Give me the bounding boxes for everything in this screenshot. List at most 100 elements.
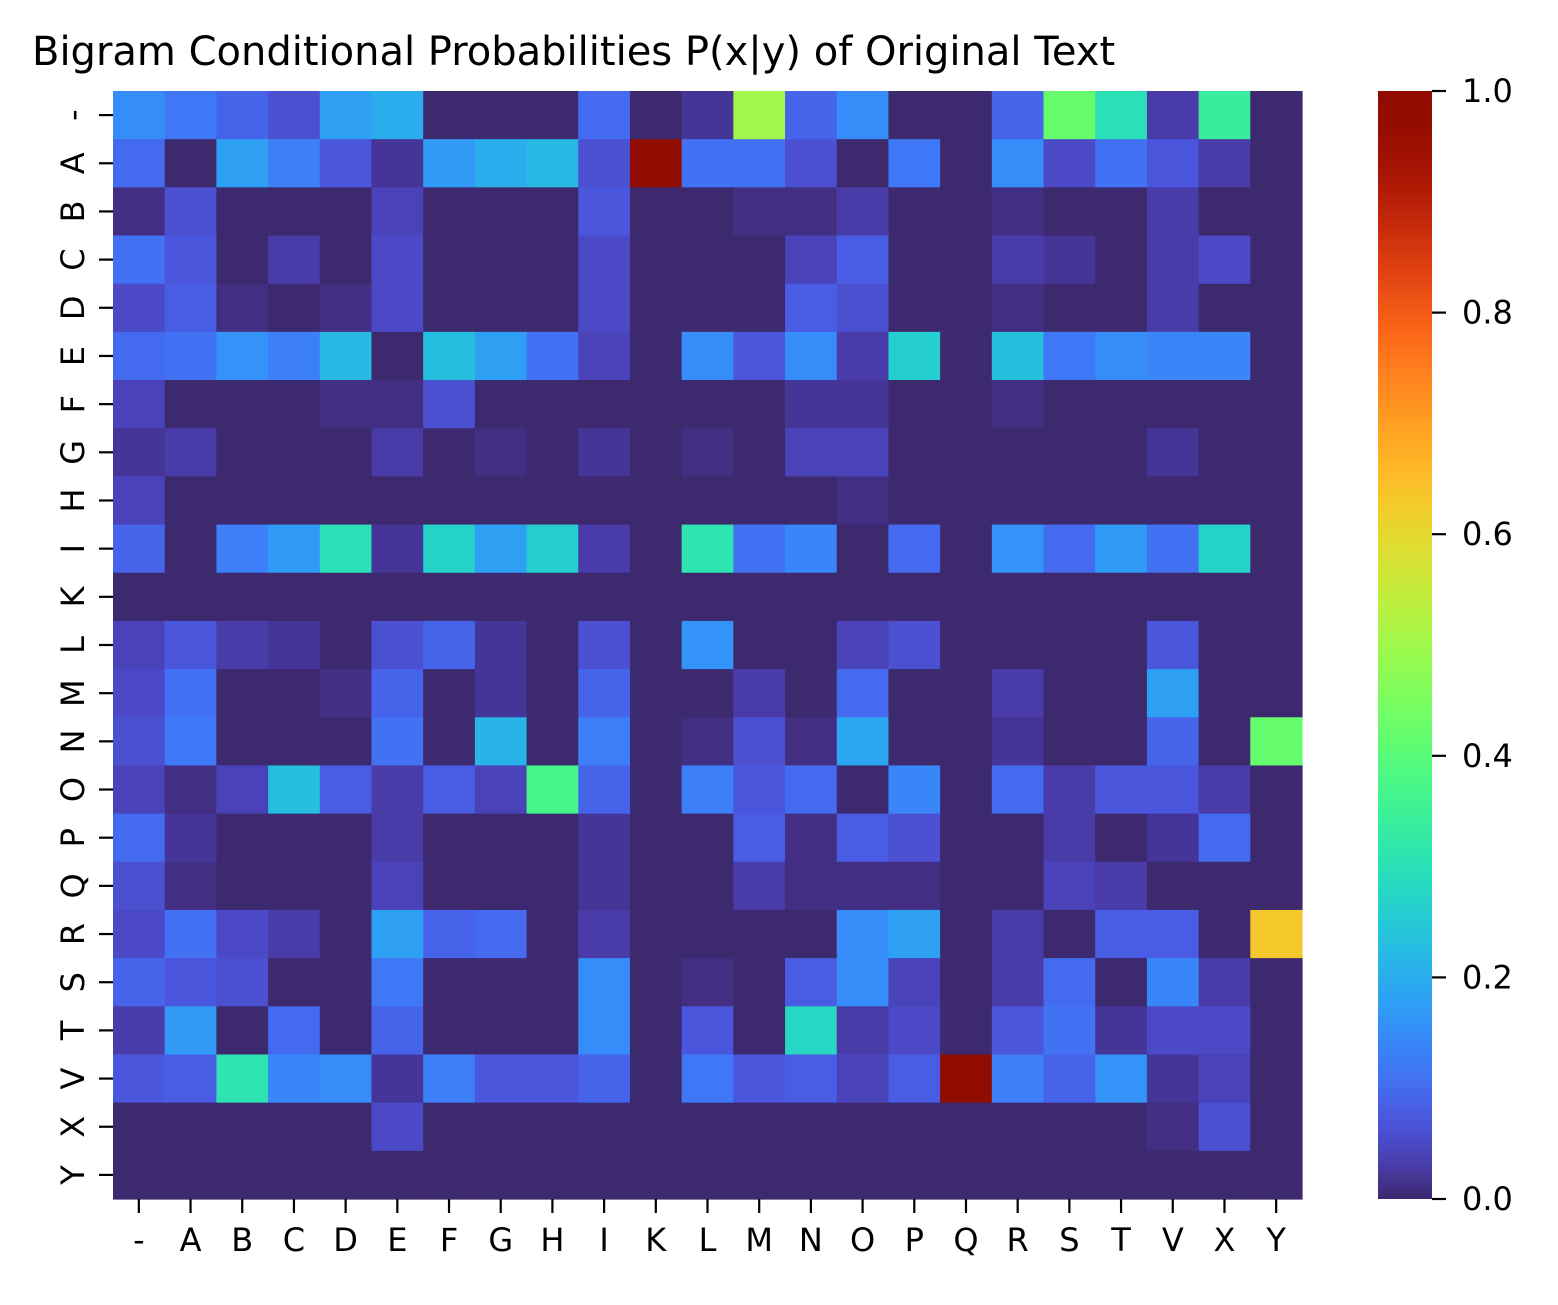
- heatmap-cell-F-P: [888, 380, 941, 429]
- heatmap-cell-D-X: [1198, 283, 1251, 333]
- heatmap-cell-D-R: [991, 283, 1045, 333]
- heatmap-cell-B-C: [268, 187, 321, 237]
- heatmap-cell-L-O: [836, 620, 890, 670]
- heatmap-cell-V-I: [578, 1054, 631, 1104]
- heatmap-cell-R-L: [681, 909, 734, 959]
- y-tick-label: P: [54, 828, 92, 847]
- heatmap-cell-X-G: [474, 1102, 528, 1152]
- heatmap-cell-T-E: [371, 1006, 424, 1056]
- heatmap-cell-O-I: [578, 765, 631, 815]
- heatmap-cell-X-M: [733, 1102, 786, 1152]
- heatmap-cell-Q-S: [1043, 861, 1096, 911]
- heatmap-cell-H-G: [474, 476, 528, 526]
- heatmap-cell-P-P: [888, 813, 941, 863]
- heatmap-cell-T-M: [733, 1006, 786, 1056]
- heatmap-cell-H-M: [733, 476, 786, 526]
- heatmap-cell-S--: [113, 958, 166, 1007]
- heatmap-cell-C-X: [1198, 235, 1251, 285]
- heatmap-cell-V-S: [1043, 1054, 1096, 1104]
- heatmap-cell-A-R: [991, 139, 1045, 188]
- heatmap-cell-O-S: [1043, 765, 1096, 815]
- heatmap-cell-Y-O: [836, 1150, 890, 1200]
- heatmap-cell-O-O: [836, 765, 890, 815]
- heatmap-cell-S-F: [423, 958, 476, 1007]
- heatmap-cell-A-I: [578, 139, 631, 188]
- heatmap-cell-I-T: [1095, 524, 1148, 574]
- heatmap-cell-N-I: [578, 717, 631, 767]
- heatmap-cell-I-G: [474, 524, 528, 574]
- heatmap-cell-G-C: [268, 428, 321, 477]
- heatmap-cell-P-R: [991, 813, 1045, 863]
- heatmap-cell-F-D: [319, 380, 373, 429]
- heatmap-cell-G-T: [1095, 428, 1148, 477]
- heatmap-cell-G-A: [164, 428, 217, 477]
- heatmap-cell-K-N: [785, 572, 838, 622]
- heatmap-cell-P-M: [733, 813, 786, 863]
- heatmap-cell-L-V: [1146, 620, 1200, 670]
- heatmap-cell-C-T: [1095, 235, 1148, 285]
- heatmap-cell-G-S: [1043, 428, 1096, 477]
- heatmap-cell---V: [1146, 91, 1200, 140]
- heatmap-cell-S-A: [164, 958, 217, 1007]
- heatmap-cell-S-H: [526, 958, 579, 1007]
- heatmap-cell-S-O: [836, 958, 890, 1007]
- heatmap-cell-D-V: [1146, 283, 1200, 333]
- heatmap-cell-P--: [113, 813, 166, 863]
- heatmap-cell-I-O: [836, 524, 890, 574]
- heatmap-cell-Y-C: [268, 1150, 321, 1200]
- heatmap-cell-R-S: [1043, 909, 1096, 959]
- heatmap-cell-E-G: [474, 331, 528, 381]
- heatmap-cell-M-L: [681, 669, 734, 718]
- heatmap-cell-L-F: [423, 620, 476, 670]
- heatmap-cell-K-T: [1095, 572, 1148, 622]
- heatmap-cell-Y-D: [319, 1150, 373, 1200]
- heatmap-cell-N-D: [319, 717, 373, 767]
- x-tick-label: I: [599, 1221, 608, 1259]
- heatmap-cell-P-V: [1146, 813, 1200, 863]
- heatmap-cell-E-R: [991, 331, 1045, 381]
- heatmap-cell-B-R: [991, 187, 1045, 237]
- heatmap-cell-H-X: [1198, 476, 1251, 526]
- heatmap-cell-Q-M: [733, 861, 786, 911]
- heatmap-cell-Q-E: [371, 861, 424, 911]
- heatmap-cell-L-S: [1043, 620, 1096, 670]
- x-tick-label: V: [1162, 1221, 1184, 1259]
- heatmap-cell-D-Y: [1250, 283, 1303, 333]
- y-tick-label: V: [54, 1068, 92, 1090]
- heatmap-cell-X-Q: [940, 1102, 993, 1152]
- heatmap-cell-C-K: [629, 235, 683, 285]
- heatmap-cell-A-N: [785, 139, 838, 188]
- heatmap-cell-O-R: [991, 765, 1045, 815]
- heatmap-cell-F-X: [1198, 380, 1251, 429]
- heatmap-cell-K-P: [888, 572, 941, 622]
- heatmap-cell-D-L: [681, 283, 734, 333]
- heatmap-cell-N-A: [164, 717, 217, 767]
- heatmap-cell-T-P: [888, 1006, 941, 1056]
- heatmap-cell-R-M: [733, 909, 786, 959]
- heatmap-cell-E-K: [629, 331, 683, 381]
- y-tick-label: N: [54, 729, 92, 753]
- heatmap-cell-E-I: [578, 331, 631, 381]
- x-tick-label: Y: [1265, 1221, 1286, 1259]
- heatmap-cell-S-C: [268, 958, 321, 1007]
- heatmap-cell-O-Q: [940, 765, 993, 815]
- heatmap-cell-Y-B: [216, 1150, 269, 1200]
- heatmap-cell-O-T: [1095, 765, 1148, 815]
- heatmap-cell-B-N: [785, 187, 838, 237]
- heatmap-cell---G: [474, 91, 528, 140]
- heatmap-cell-L-N: [785, 620, 838, 670]
- heatmap-cell-R-P: [888, 909, 941, 959]
- heatmap-cell-G-M: [733, 428, 786, 477]
- heatmap-cell-T-F: [423, 1006, 476, 1056]
- heatmap-cell-S-P: [888, 958, 941, 1007]
- heatmap-cell-I-N: [785, 524, 838, 574]
- heatmap-cell-D-N: [785, 283, 838, 333]
- heatmap-cell---O: [836, 91, 890, 140]
- heatmap-cell-G-O: [836, 428, 890, 477]
- heatmap-cell-Q--: [113, 861, 166, 911]
- heatmap-cell-X-F: [423, 1102, 476, 1152]
- heatmap-cell-N-Y: [1250, 717, 1303, 767]
- heatmap-cell-T-V: [1146, 1006, 1200, 1056]
